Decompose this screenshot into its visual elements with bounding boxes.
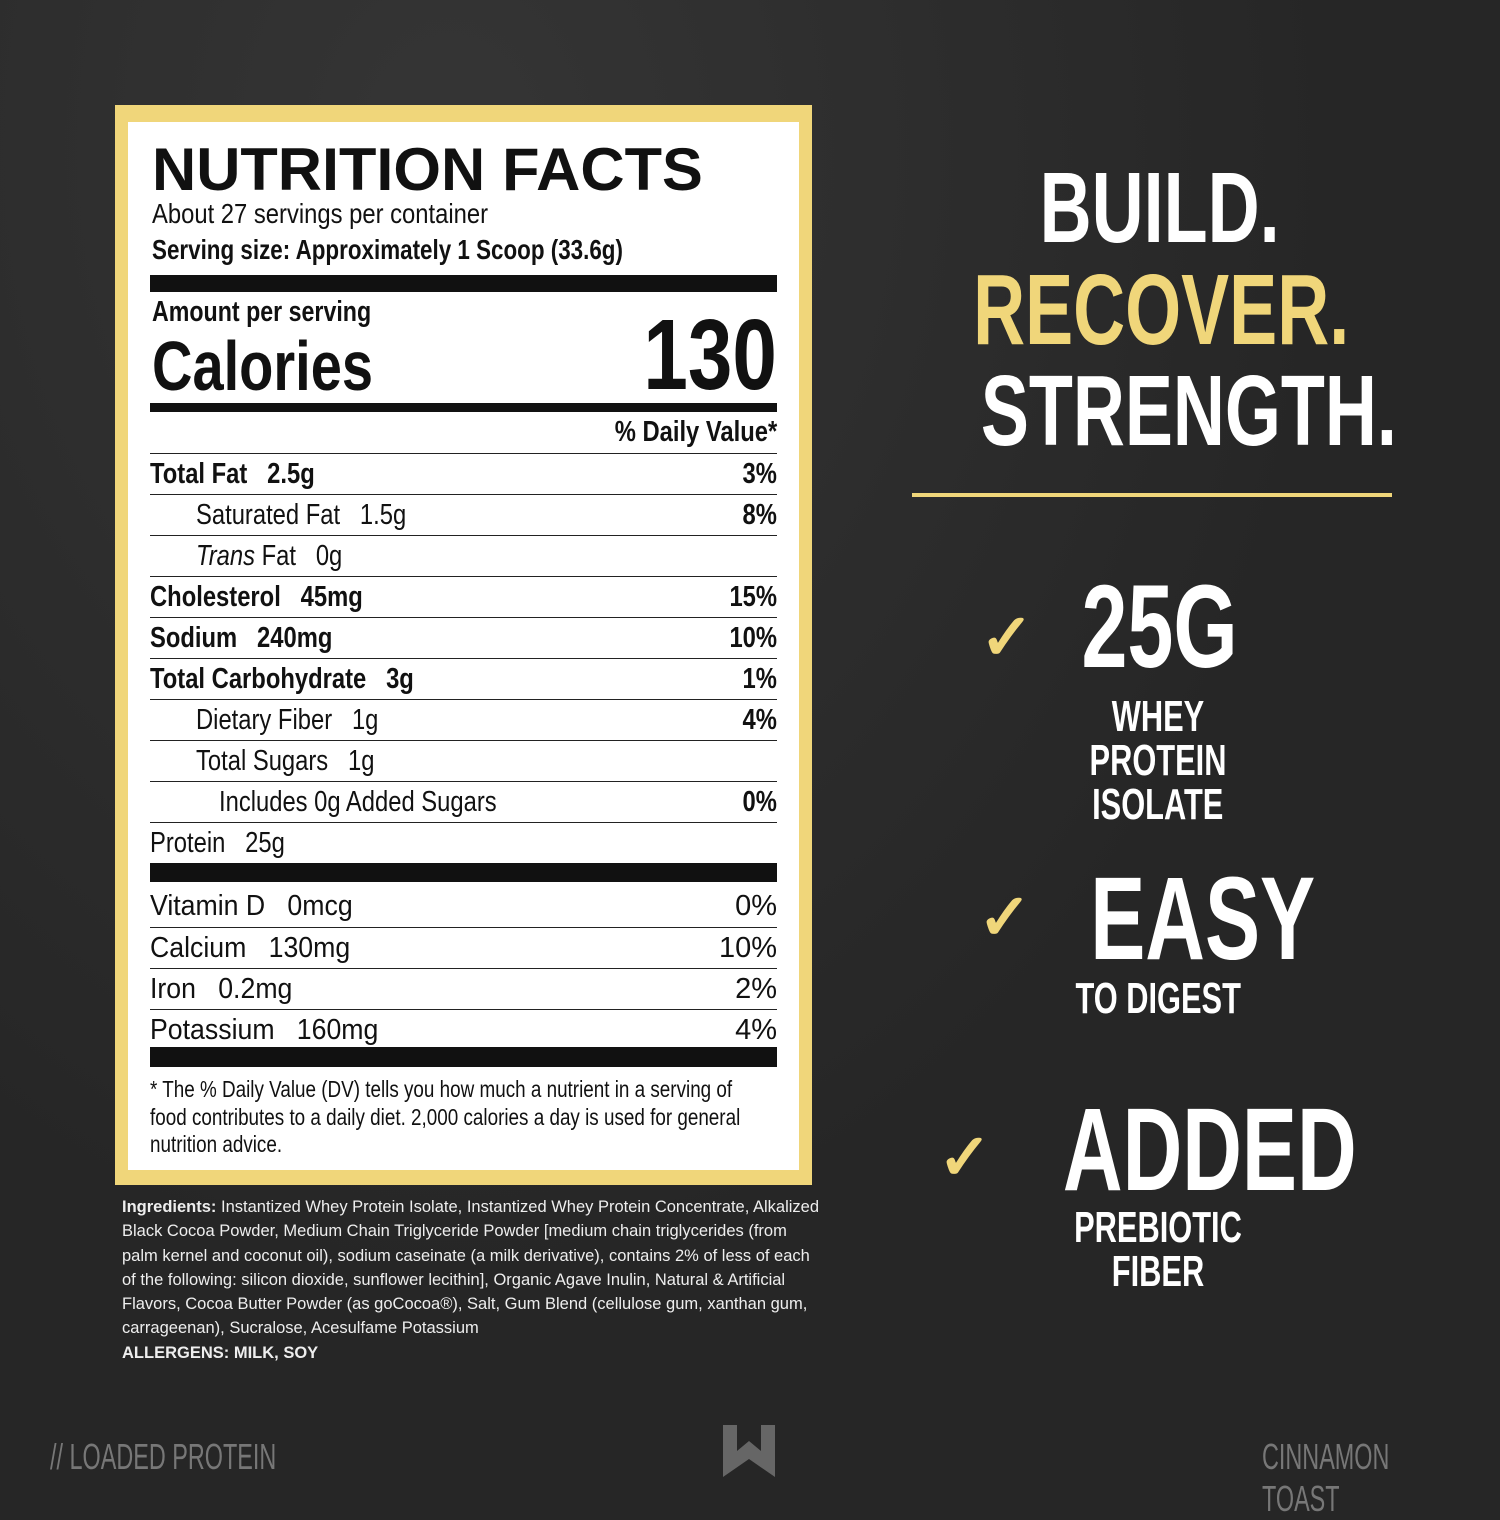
vitamin-name: Vitamin D [150,890,266,922]
check-icon: ✓ [980,601,1034,673]
feature-digest-big: EASY [1090,853,1316,985]
nutrient-name: Dietary Fiber [196,704,333,736]
daily-value-footnote: * The % Daily Value (DV) tells you how m… [150,1076,741,1157]
nutrient-name: Trans [196,540,256,572]
calories-value: 130 [643,299,777,411]
nutrient-name: Saturated Fat [196,499,341,531]
calories-label: Calories [152,327,373,405]
nutrient-name: Sodium [150,622,238,654]
vitamin-dv: 10% [718,932,777,964]
nutrient-amount: 0g [315,540,343,572]
vitamin-row: Iron 0.2mg 2% [150,968,777,1009]
nutrient-dv: 15% [729,581,777,613]
nutrient-amount: 240mg [257,622,333,654]
feature-fiber-big: ADDED [1062,1084,1357,1216]
footer-flavor: CINNAMON TOAST [1262,1436,1390,1519]
medium-divider [150,403,777,412]
daily-value-header: % Daily Value* [614,416,777,448]
nutrient-dv: 0% [742,786,777,818]
allergens: ALLERGENS: MILK, SOY [122,1343,319,1362]
nutrient-name: Fat [261,540,297,572]
headline-recover: RECOVER. [973,254,1350,366]
nutrient-row: Cholesterol 45mg 15% [150,576,777,617]
nutrient-dv: 3% [742,458,777,490]
vitamin-amount: 130mg [268,932,351,964]
thick-divider [150,275,777,292]
vitamin-name: Calcium [150,932,247,964]
feature-protein-big: 25G [1081,561,1239,693]
vitamin-name: Potassium [150,1014,275,1046]
nutrient-amount: 1.5g [359,499,407,531]
thick-divider [150,1047,777,1067]
check-icon: ✓ [978,881,1032,953]
nutrient-amount: 3g [386,663,414,695]
vitamin-row: Vitamin D 0mcg 0% [150,886,777,927]
feature-fiber-sub: PREBIOTIC FIBER [1074,1203,1242,1296]
nutrient-amount: 1g [348,745,375,777]
headline-strength: STRENGTH. [980,355,1397,467]
footer-product-line: // LOADED PROTEIN [50,1436,277,1477]
nutrient-row: Sodium 240mg 10% [150,617,777,658]
nutrient-name: Protein [150,827,226,859]
vitamin-name: Iron [150,973,196,1005]
serving-size: Serving size: Approximately 1 Scoop (33.… [152,234,623,265]
ingredients: Ingredients: Instantized Whey Protein Is… [122,1198,820,1362]
nutrient-dv: 10% [729,622,777,654]
nutrient-row: Includes 0g Added Sugars 0% [150,781,777,822]
nutrient-amount: 25g [245,827,285,859]
thick-divider [150,863,777,882]
nutrient-dv: 1% [742,663,777,695]
servings-per-container: About 27 servings per container [152,198,489,229]
headline-build: BUILD. [1040,152,1280,264]
nutrient-row: Protein 25g [150,822,777,863]
brand-logo-icon [723,1425,775,1477]
nutrient-row: Saturated Fat 1.5g 8% [150,494,777,535]
vitamin-row: Potassium 160mg 4% [150,1009,777,1050]
feature-protein-sub: WHEY PROTEIN ISOLATE [1089,692,1227,829]
nutrient-name: Total Sugars [196,745,329,777]
label-title: NUTRITION FACTS [152,136,703,203]
nutrient-amount: 1g [351,704,379,736]
feature-digest-sub: TO DIGEST [1075,974,1241,1023]
check-icon: ✓ [938,1121,992,1193]
nutrient-dv: 8% [742,499,777,531]
vitamin-dv: 2% [735,973,777,1005]
nutrient-name: Includes 0g Added Sugars [219,786,497,818]
nutrient-dv: 4% [742,704,777,736]
vitamin-dv: 0% [735,890,777,922]
amount-per-serving: Amount per serving [152,296,372,328]
nutrient-name: Total Carbohydrate [150,663,367,695]
nutrient-row: Trans Fat 0g [150,535,777,576]
vitamin-dv: 4% [735,1014,777,1046]
nutrient-name: Cholesterol [150,581,281,613]
accent-divider [912,493,1392,497]
nutrient-amount: 2.5g [267,458,315,490]
vitamin-amount: 0.2mg [218,973,293,1005]
nutrient-name: Total Fat [150,458,248,490]
vitamin-row: Calcium 130mg 10% [150,927,777,968]
nutrient-amount: 45mg [300,581,363,613]
nutrient-row: Total Carbohydrate 3g 1% [150,658,777,699]
nutrient-row: Total Sugars 1g [150,740,777,781]
vitamin-amount: 0mcg [287,890,353,922]
nutrient-row: Total Fat 2.5g 3% [150,453,777,494]
vitamin-amount: 160mg [296,1014,379,1046]
nutrient-row: Dietary Fiber 1g 4% [150,699,777,740]
